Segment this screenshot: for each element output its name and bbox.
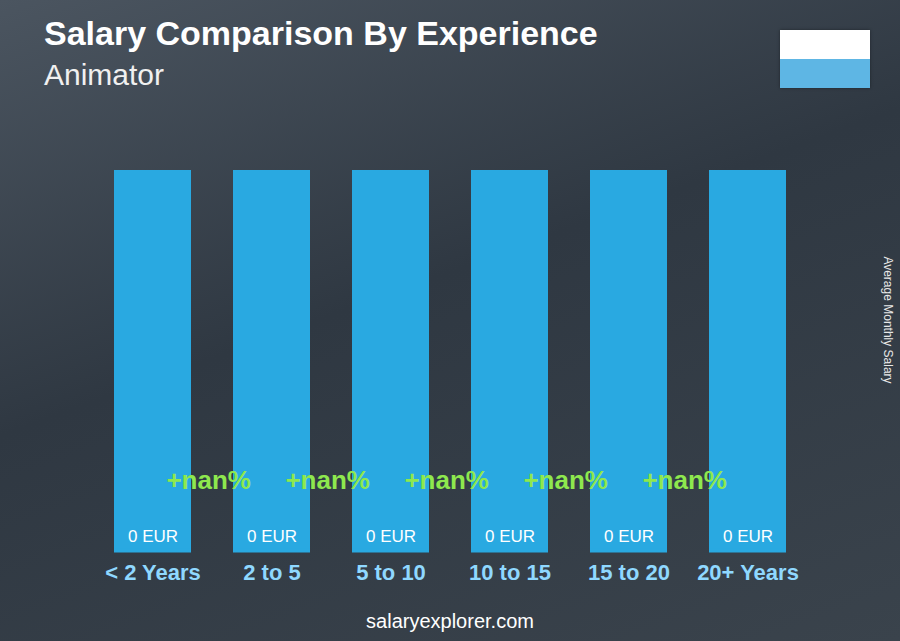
- html-text:Animator: Animator: [44, 58, 164, 91]
- svg-text:5 to 10: 5 to 10: [356, 560, 426, 585]
- svg-text:0 EUR: 0 EUR: [485, 527, 535, 546]
- svg-text:0 EUR: 0 EUR: [366, 527, 416, 546]
- svg-text:0 EUR: 0 EUR: [723, 527, 773, 546]
- svg-text:0 EUR: 0 EUR: [604, 527, 654, 546]
- html-text:Average Monthly Salary: Average Monthly Salary: [881, 256, 895, 384]
- svg-text:0 EUR: 0 EUR: [128, 527, 178, 546]
- svg-text:0 EUR: 0 EUR: [247, 527, 297, 546]
- svg-text:2 to 5: 2 to 5: [243, 560, 300, 585]
- svg-text:+nan%: +nan%: [404, 465, 489, 495]
- svg-text:+nan%: +nan%: [285, 465, 370, 495]
- svg-text:20+ Years: 20+ Years: [697, 560, 799, 585]
- svg-text:+nan%: +nan%: [523, 465, 608, 495]
- svg-text:+nan%: +nan%: [642, 465, 727, 495]
- html-text:salaryexplorer.com: salaryexplorer.com: [366, 610, 534, 632]
- svg-text:< 2 Years: < 2 Years: [105, 560, 201, 585]
- svg-text:+nan%: +nan%: [166, 465, 251, 495]
- html-text:Salary Comparison By Experienc: Salary Comparison By Experience: [44, 14, 598, 52]
- svg-text:10 to 15: 10 to 15: [469, 560, 551, 585]
- svg-text:15 to 20: 15 to 20: [588, 560, 670, 585]
